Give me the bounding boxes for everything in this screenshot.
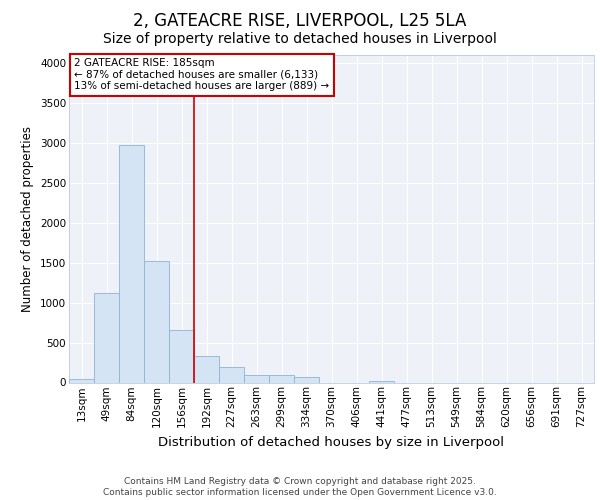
Text: Contains HM Land Registry data © Crown copyright and database right 2025.: Contains HM Land Registry data © Crown c… — [124, 477, 476, 486]
Text: 2 GATEACRE RISE: 185sqm
← 87% of detached houses are smaller (6,133)
13% of semi: 2 GATEACRE RISE: 185sqm ← 87% of detache… — [74, 58, 329, 92]
Text: Contains public sector information licensed under the Open Government Licence v3: Contains public sector information licen… — [103, 488, 497, 497]
Bar — [294, 378, 319, 382]
Bar — [169, 330, 194, 382]
Bar — [94, 292, 119, 382]
Text: 2, GATEACRE RISE, LIVERPOOL, L25 5LA: 2, GATEACRE RISE, LIVERPOOL, L25 5LA — [133, 12, 467, 30]
Bar — [69, 378, 94, 382]
Bar — [369, 380, 394, 382]
Bar — [244, 374, 269, 382]
Bar — [144, 260, 169, 382]
Text: Size of property relative to detached houses in Liverpool: Size of property relative to detached ho… — [103, 32, 497, 46]
Bar — [269, 374, 294, 382]
Bar — [194, 356, 219, 382]
X-axis label: Distribution of detached houses by size in Liverpool: Distribution of detached houses by size … — [158, 436, 505, 448]
Bar — [219, 366, 244, 382]
Y-axis label: Number of detached properties: Number of detached properties — [22, 126, 34, 312]
Bar — [119, 145, 144, 382]
